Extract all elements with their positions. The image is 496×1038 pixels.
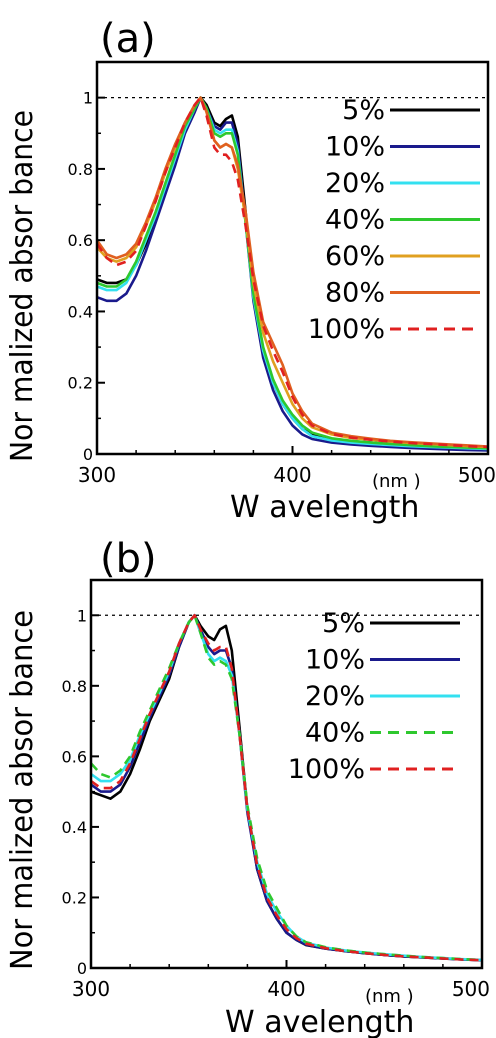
legend-label: 100% <box>308 314 385 345</box>
y-tick-label: 0.8 <box>62 677 87 696</box>
legend-label: 60% <box>325 241 385 272</box>
series-layer <box>95 96 489 452</box>
series-line <box>90 613 483 962</box>
x-axis-title: W avelength <box>230 490 419 525</box>
panel-label: (a) <box>100 16 156 62</box>
series-line <box>96 96 489 450</box>
plot-frame <box>95 60 490 456</box>
legend-label: 100% <box>288 754 365 785</box>
y-tick-label: 0.6 <box>62 747 87 766</box>
panel-b: (b) 300 400 500 0 0.2 0.4 0.6 0.8 1 5% 10% 20% 40%… <box>5 536 490 1038</box>
y-tick-label: 0.2 <box>62 888 87 907</box>
panel-label: (b) <box>100 536 157 582</box>
series-line <box>95 96 489 448</box>
x-axis-title: W avelength <box>225 1005 414 1038</box>
legend-item: 80% <box>325 278 480 309</box>
x-tick-label: 400 <box>273 463 311 487</box>
legend: 5% 10% 20% 40% 100% <box>288 608 460 785</box>
plot-frame <box>89 578 484 970</box>
x-ticks: 300 400 500 <box>78 446 496 487</box>
y-axis-title: Nor malized absor bance <box>5 110 40 462</box>
series-line <box>90 613 483 962</box>
legend-label: 40% <box>305 718 365 749</box>
x-tick-label: 400 <box>267 977 305 1001</box>
y-tick-label: 0 <box>77 959 87 978</box>
legend-item: 100% <box>308 314 480 345</box>
x-unit-label: (nm ) <box>365 986 414 1007</box>
y-axis-title: Nor malized absor bance <box>5 610 40 970</box>
legend-label: 40% <box>325 205 385 236</box>
series-line <box>90 613 483 962</box>
series-line <box>96 96 489 452</box>
series-line <box>90 613 483 962</box>
series-line <box>95 96 489 449</box>
series-layer <box>90 613 483 962</box>
y-tick-label: 0.8 <box>68 160 93 179</box>
x-tick-label: 300 <box>78 463 116 487</box>
y-tick-label: 0 <box>83 445 93 464</box>
y-tick-label: 0.6 <box>68 231 93 250</box>
y-tick-label: 1 <box>83 89 93 108</box>
legend-item: 10% <box>305 645 460 676</box>
x-tick-label: 500 <box>458 463 496 487</box>
panel-a: (a) 300 400 500 0 0.2 0.4 0.6 0.8 1 5% 10% 20% 40%… <box>5 16 496 525</box>
legend-label: 10% <box>305 645 365 676</box>
legend-item: 20% <box>325 168 480 199</box>
x-unit-label: (nm ) <box>372 471 421 492</box>
y-tick-label: 0.2 <box>68 374 93 393</box>
x-ticks: 300 400 500 <box>72 960 490 1001</box>
series-line <box>90 613 483 962</box>
y-tick-label: 1 <box>77 606 87 625</box>
legend: 5% 10% 20% 40% 60% 80% 100% <box>308 95 480 345</box>
legend-item: 100% <box>288 754 460 785</box>
x-tick-label: 300 <box>72 977 110 1001</box>
legend-label: 20% <box>305 681 365 712</box>
legend-item: 20% <box>305 681 460 712</box>
legend-item: 40% <box>305 718 460 749</box>
y-ticks: 0 0.2 0.4 0.6 0.8 1 <box>62 579 99 978</box>
legend-item: 5% <box>342 95 480 126</box>
legend-label: 5% <box>322 608 365 639</box>
legend-label: 20% <box>325 168 385 199</box>
legend-item: 60% <box>325 241 480 272</box>
x-tick-label: 500 <box>452 977 490 1001</box>
legend-item: 5% <box>322 608 460 639</box>
y-ticks: 0 0.2 0.4 0.6 0.8 1 <box>68 61 105 464</box>
y-tick-label: 0.4 <box>62 818 87 837</box>
legend-label: 80% <box>325 278 385 309</box>
legend-label: 10% <box>325 132 385 163</box>
legend-item: 40% <box>325 205 480 236</box>
legend-label: 5% <box>342 95 385 126</box>
legend-item: 10% <box>325 132 480 163</box>
y-tick-label: 0.4 <box>68 302 93 321</box>
